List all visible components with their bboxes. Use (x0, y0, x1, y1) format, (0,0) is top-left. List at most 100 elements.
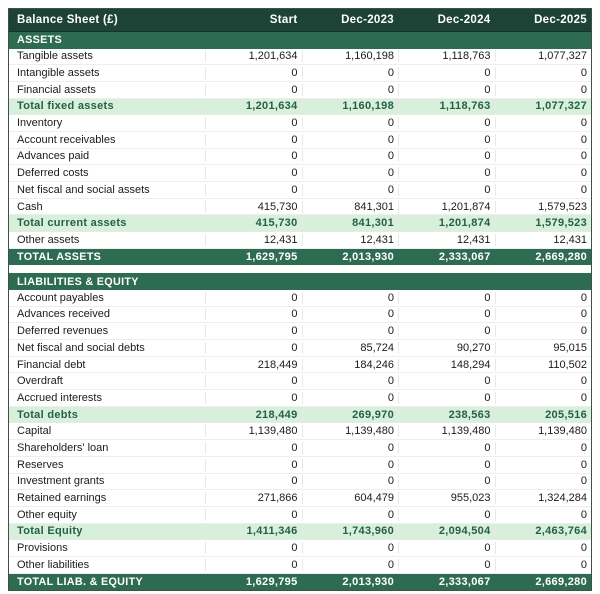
cell-value: 0 (205, 291, 302, 304)
row-label: Other equity (17, 508, 77, 521)
row-label: Total debts (17, 408, 79, 421)
cell-value: 0 (205, 167, 302, 180)
cell-value: 0 (494, 83, 592, 96)
cell-value: 0 (494, 150, 592, 163)
cell-value: 0 (301, 308, 399, 321)
cell-value: 0 (205, 508, 302, 521)
row-label: Retained earnings (17, 492, 107, 505)
cell-value: 238,563 (398, 408, 495, 421)
table-row: Accrued interests 0 0 0 0 (9, 390, 591, 407)
cell-value: 0 (494, 508, 592, 521)
cell-value: 1,743,960 (301, 525, 399, 538)
cell-value: 218,449 (205, 408, 302, 421)
cell-value: 1,139,480 (301, 425, 399, 438)
section-label: ASSETS (17, 34, 62, 47)
cell-value: 0 (205, 133, 302, 146)
cell-value: 0 (494, 475, 592, 488)
table-row: Retained earnings 271,866 604,479 955,023 1,… (9, 490, 591, 507)
cell-value: 0 (205, 150, 302, 163)
row-label: Tangible assets (17, 50, 93, 63)
table-row: Account payables 0 0 0 0 (9, 289, 591, 307)
cell-value: 841,301 (301, 200, 399, 213)
cell-value: 0 (398, 183, 495, 196)
cell-value: 1,201,634 (205, 100, 302, 113)
row-label: Provisions (17, 542, 68, 555)
cell-value: 1,118,763 (398, 100, 495, 113)
row-label: Net fiscal and social debts (17, 341, 145, 354)
grand-total-row: TOTAL LIAB. & EQUITY 1,629,795 2,013,930 2,… (9, 573, 591, 591)
cell-value: 1,160,198 (301, 50, 399, 63)
cell-value: 0 (494, 325, 592, 338)
table-row: Account receivables 0 0 0 0 (9, 131, 591, 149)
cell-value: 1,077,327 (494, 50, 592, 63)
section-label: LIABILITIES & EQUITY (17, 275, 139, 288)
table-row: Capital 1,139,480 1,139,480 1,139,480 1,139,… (9, 423, 592, 441)
row-label: Other assets (17, 233, 80, 246)
subtotal-row: Total Equity 1,411,346 1,743,960 2,094,504 2… (9, 523, 591, 541)
cell-value: 0 (301, 67, 399, 80)
cell-value: 1,160,198 (301, 100, 399, 113)
cell-value: 0 (398, 117, 495, 130)
cell-value: 1,077,327 (494, 100, 592, 113)
cell-value: 12,431 (494, 233, 592, 246)
row-label: Intangible assets (17, 67, 100, 80)
cell-value: 0 (205, 458, 302, 471)
cell-value: 0 (398, 558, 495, 571)
cell-value: 2,333,067 (438, 575, 491, 588)
cell-value: 604,479 (301, 492, 399, 505)
row-label: Financial debt (17, 358, 86, 371)
cell-value: 0 (301, 558, 399, 571)
table-row: Reserves 0 0 0 0 (9, 456, 591, 474)
cell-value: 0 (301, 391, 399, 404)
row-label: Total Equity (17, 525, 83, 538)
cell-value: 1,579,523 (494, 200, 592, 213)
row-label: Overdraft (17, 375, 63, 388)
row-label: Cash (17, 200, 43, 213)
column-header-dec-2024: Dec-2024 (437, 14, 491, 26)
table-row: Advances received 0 0 0 0 (9, 306, 591, 324)
cell-value: 95,015 (494, 341, 592, 354)
cell-value: 2,669,280 (535, 251, 587, 264)
cell-value: 0 (398, 375, 495, 388)
cell-value: 2,333,067 (438, 251, 491, 264)
row-label: Advances received (17, 308, 110, 321)
row-label: Total fixed assets (17, 100, 114, 113)
cell-value: 1,201,634 (205, 50, 302, 63)
cell-value: 841,301 (301, 217, 399, 230)
table-body: ASSETS Tangible assets 1,201,634 1,160,198 1… (9, 32, 592, 591)
row-label: Total current assets (17, 217, 127, 230)
cell-value: 0 (494, 441, 592, 454)
cell-value: 0 (205, 67, 302, 80)
row-label: Shareholders' loan (17, 441, 109, 454)
cell-value: 0 (494, 375, 592, 388)
cell-value: 0 (398, 391, 495, 404)
cell-value: 0 (398, 150, 495, 163)
row-label: TOTAL LIAB. & EQUITY (17, 575, 143, 588)
cell-value: 0 (301, 458, 399, 471)
table-row: Shareholders' loan 0 0 0 0 (9, 440, 591, 457)
cell-value: 0 (398, 67, 495, 80)
table-row: Cash 415,730 841,301 1,201,874 1,579,523 (9, 198, 592, 216)
cell-value: 0 (301, 83, 399, 96)
table-title: Balance Sheet (£) (17, 14, 118, 26)
cell-value: 269,970 (301, 408, 399, 421)
cell-value: 2,013,930 (342, 251, 394, 264)
row-label: Reserves (17, 458, 64, 471)
cell-value: 0 (398, 325, 495, 338)
cell-value: 0 (205, 117, 302, 130)
cell-value: 1,579,523 (494, 217, 592, 230)
cell-value: 1,139,480 (398, 425, 495, 438)
table-row: Advances paid 0 0 0 0 (9, 148, 592, 166)
table-row: Inventory 0 0 0 0 (9, 115, 591, 132)
cell-value: 0 (398, 475, 495, 488)
row-label: Investment grants (17, 475, 105, 488)
cell-value: 415,730 (205, 200, 302, 213)
cell-value: 0 (494, 542, 592, 555)
grand-total-row: TOTAL ASSETS 1,629,795 2,013,930 2,333,067 2… (9, 248, 591, 266)
column-header-dec-2025: Dec-2025 (534, 14, 587, 26)
cell-value: 1,139,480 (494, 425, 592, 438)
column-header-start: Start (269, 14, 298, 26)
cell-value: 1,201,874 (398, 217, 495, 230)
cell-value: 0 (205, 183, 302, 196)
cell-value: 0 (301, 183, 399, 196)
